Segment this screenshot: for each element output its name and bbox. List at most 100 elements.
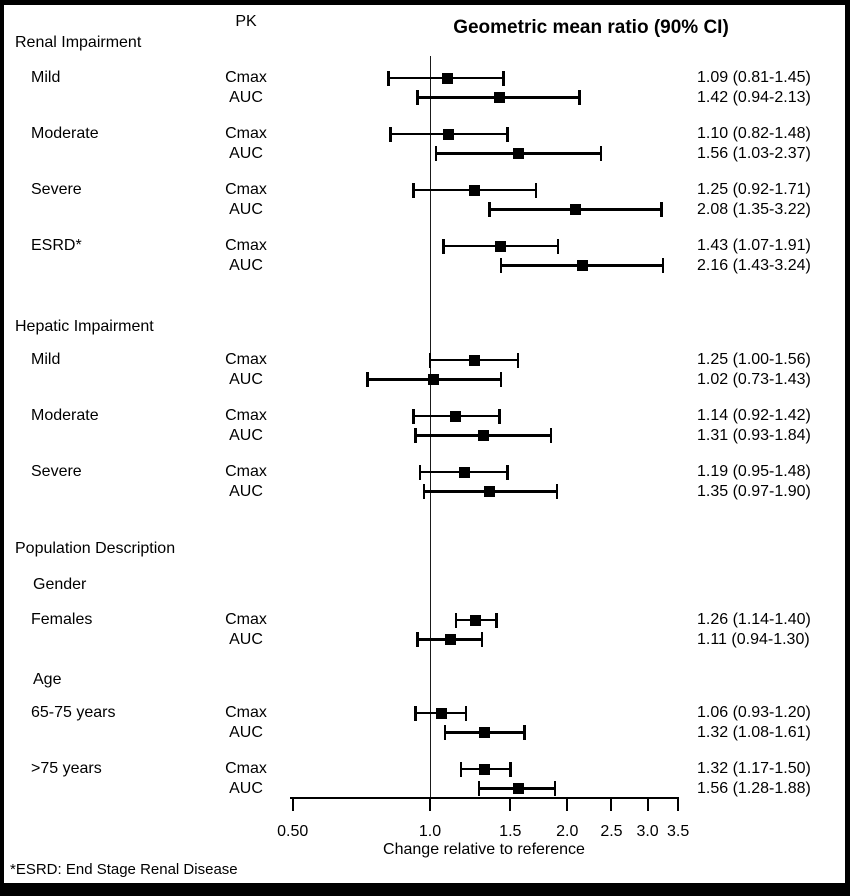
- pk-column-header: PK: [235, 13, 257, 30]
- ci-cap-right: [555, 484, 559, 499]
- point-marker: [458, 466, 470, 478]
- section-label: Hepatic Impairment: [15, 318, 154, 335]
- pk-parameter-label: Cmax: [225, 351, 267, 368]
- estimate-value-label: 1.56 (1.03-2.37): [697, 144, 811, 162]
- estimate-value-label: 1.25 (1.00-1.56): [697, 351, 811, 368]
- section-label: Renal Impairment: [15, 34, 142, 51]
- ci-cap-left: [416, 90, 419, 105]
- category-label: Severe: [31, 463, 82, 480]
- subsection-label: Gender: [33, 576, 87, 593]
- pk-parameter-label: Cmax: [225, 463, 267, 480]
- pk-parameter-label: Cmax: [225, 704, 267, 721]
- reference-line: [429, 56, 431, 798]
- pk-parameter-label: AUC: [229, 144, 263, 162]
- estimate-value-label: 1.35 (0.97-1.90): [697, 482, 811, 500]
- x-axis-tick: [677, 798, 680, 811]
- ci-cap-left: [412, 408, 415, 424]
- ci-cap-left: [459, 761, 463, 777]
- ci-cap-left: [477, 781, 481, 796]
- x-axis-tick: [429, 798, 431, 811]
- x-axis-tick-label: 2.5: [600, 823, 623, 840]
- estimate-value-label: 1.26 (1.14-1.40): [697, 611, 811, 628]
- frame-border-top: [0, 0, 850, 5]
- chart-title: Geometric mean ratio (90% CI): [453, 17, 729, 38]
- point-marker: [443, 128, 455, 140]
- point-marker: [445, 634, 457, 645]
- x-axis-tick-label: 0.50: [277, 823, 309, 840]
- ci-cap-left: [414, 428, 417, 443]
- pk-parameter-label: Cmax: [225, 181, 267, 198]
- category-label: Moderate: [31, 407, 99, 424]
- point-marker: [436, 707, 448, 719]
- estimate-value-label: 1.32 (1.08-1.61): [697, 723, 811, 741]
- pk-parameter-label: AUC: [229, 370, 263, 388]
- pk-parameter-label: AUC: [229, 256, 263, 274]
- ci-cap-right: [495, 612, 498, 628]
- ci-cap-right: [578, 90, 581, 105]
- estimate-value-label: 1.42 (0.94-2.13): [697, 88, 811, 106]
- estimate-value-label: 1.11 (0.94-1.30): [697, 630, 810, 648]
- point-marker: [428, 374, 440, 385]
- pk-parameter-label: Cmax: [225, 69, 267, 86]
- point-marker: [493, 92, 505, 103]
- section-label: Population Description: [15, 540, 176, 557]
- category-label: 65-75 years: [31, 704, 116, 721]
- point-marker: [512, 783, 524, 794]
- category-label: Females: [31, 611, 93, 628]
- point-marker: [468, 184, 480, 196]
- ci-cap-left: [416, 632, 419, 647]
- frame-border-bottom: [0, 883, 850, 896]
- pk-parameter-label: Cmax: [225, 760, 267, 777]
- point-marker: [479, 727, 491, 738]
- ci-cap-right: [556, 238, 560, 254]
- ci-cap-left: [412, 182, 415, 198]
- ci-cap-left: [443, 725, 447, 740]
- ci-cap-right: [549, 428, 552, 443]
- estimate-value-label: 1.10 (0.82-1.48): [697, 125, 811, 142]
- point-marker: [450, 410, 462, 422]
- category-label: Severe: [31, 181, 82, 198]
- ci-cap-left: [442, 238, 445, 254]
- estimate-value-label: 1.14 (0.92-1.42): [697, 407, 811, 424]
- pk-parameter-label: Cmax: [225, 611, 267, 628]
- estimate-value-label: 1.02 (0.73-1.43): [697, 370, 811, 388]
- x-axis-tick-label: 2.0: [556, 823, 579, 840]
- x-axis-tick-label: 3.5: [666, 823, 690, 840]
- point-marker: [512, 148, 524, 159]
- pk-parameter-label: AUC: [229, 200, 263, 218]
- pk-parameter-label: AUC: [229, 630, 263, 648]
- ci-cap-right: [498, 408, 501, 424]
- estimate-value-label: 1.19 (0.95-1.48): [697, 463, 811, 480]
- frame-border-right: [845, 0, 850, 896]
- point-marker: [470, 614, 482, 626]
- estimate-value-label: 1.31 (0.93-1.84): [697, 426, 811, 444]
- point-marker: [477, 430, 489, 441]
- ci-cap-right: [464, 705, 468, 721]
- estimate-value-label: 1.32 (1.17-1.50): [697, 760, 811, 777]
- pk-parameter-label: Cmax: [225, 125, 267, 142]
- subsection-label: Age: [33, 671, 62, 688]
- point-marker: [441, 72, 453, 84]
- ci-cap-left: [387, 70, 390, 86]
- x-axis-tick-label: 1.0: [418, 823, 442, 840]
- pk-parameter-label: AUC: [229, 779, 263, 797]
- pk-parameter-label: Cmax: [225, 237, 267, 254]
- ci-cap-right: [506, 126, 509, 142]
- x-axis-tick: [291, 798, 294, 811]
- x-axis-tick: [509, 798, 512, 811]
- estimate-value-label: 1.56 (1.28-1.88): [697, 779, 811, 797]
- category-label: Mild: [31, 69, 61, 86]
- pk-parameter-label: AUC: [229, 723, 263, 741]
- pk-parameter-label: AUC: [229, 426, 263, 444]
- ci-cap-right: [660, 202, 663, 217]
- category-label: Mild: [31, 351, 61, 368]
- ci-cap-left: [434, 146, 438, 161]
- estimate-value-label: 1.09 (0.81-1.45): [697, 69, 811, 86]
- point-marker: [479, 763, 491, 775]
- ci-cap-left: [454, 612, 458, 628]
- ci-cap-right: [553, 781, 557, 796]
- estimate-value-label: 2.16 (1.43-3.24): [697, 256, 811, 274]
- point-marker: [569, 204, 581, 215]
- point-marker: [495, 240, 507, 252]
